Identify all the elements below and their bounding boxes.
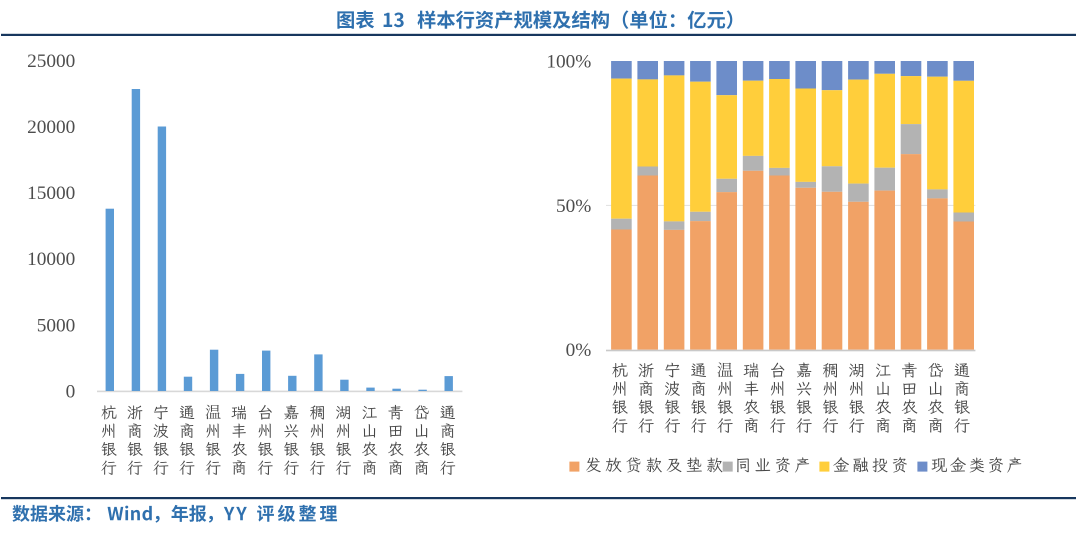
- svg-text:10000: 10000: [27, 249, 75, 270]
- svg-text:15000: 15000: [27, 183, 75, 204]
- svg-text:20000: 20000: [27, 117, 75, 138]
- svg-text:50%: 50%: [556, 196, 591, 217]
- svg-text:0: 0: [66, 381, 76, 402]
- svg-text:100%: 100%: [546, 51, 591, 72]
- svg-text:0%: 0%: [566, 340, 592, 361]
- svg-text:5000: 5000: [37, 315, 76, 336]
- svg-text:25000: 25000: [27, 51, 75, 72]
